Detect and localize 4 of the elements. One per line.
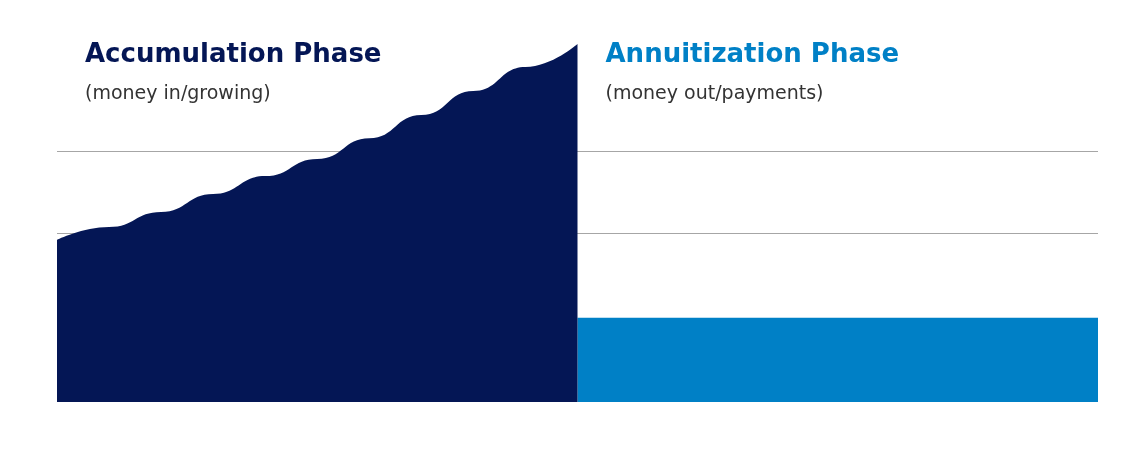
annotation: (money in/growing): [85, 80, 271, 103]
text: Accumulation Phase: [85, 38, 382, 68]
text: Annuitization Phase: [605, 38, 900, 68]
annotation: (money out/payments): [605, 80, 824, 103]
